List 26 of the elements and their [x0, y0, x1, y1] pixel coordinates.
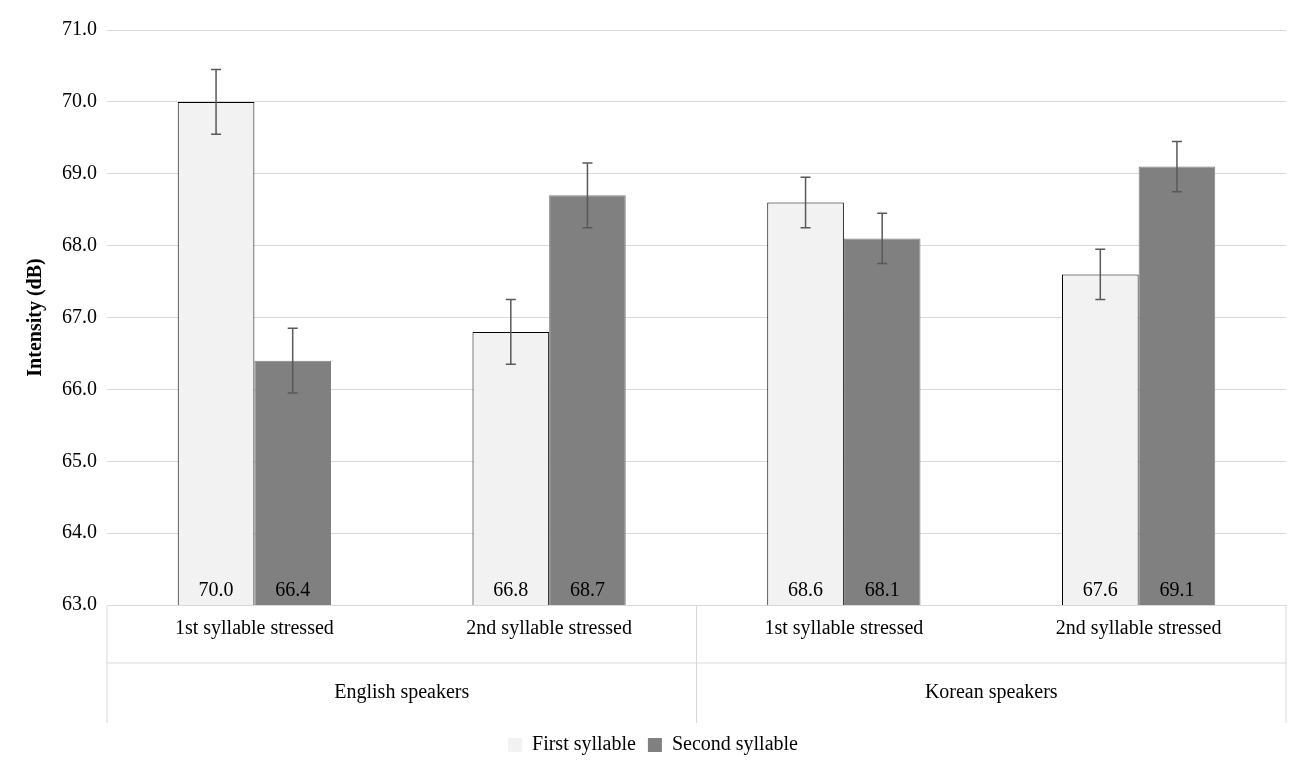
data-label: 69.1: [1159, 578, 1195, 601]
x-tick-label: 2nd syllable stressed: [1055, 616, 1222, 640]
y-tick-label: 70.0: [62, 89, 97, 112]
x-tick-label: 1st syllable stressed: [764, 616, 924, 640]
y-axis-title: Intensity (dB): [23, 258, 47, 377]
y-tick-label: 66.0: [62, 376, 97, 399]
data-label: 66.8: [493, 578, 529, 601]
y-tick-label: 69.0: [62, 161, 97, 183]
text: English speakers: [334, 680, 470, 704]
y-tick-label: 65.0: [62, 448, 97, 471]
legend-label: Second syllable: [671, 732, 799, 756]
y-tick-label: 71.0: [62, 17, 97, 40]
data-label: 68.7: [569, 578, 605, 601]
x-tick-label: 1st syllable stressed: [174, 616, 334, 640]
y-tick-label: 64.0: [62, 520, 97, 543]
text: Korean speakers: [924, 680, 1058, 704]
data-label: 67.6: [1082, 578, 1118, 601]
x-tick-label: 2nd syllable stressed: [466, 616, 632, 640]
y-tick-label: 63.0: [62, 592, 97, 615]
data-label: 68.1: [864, 578, 900, 601]
y-tick-label: 68.0: [62, 232, 97, 255]
data-label: 68.6: [788, 578, 824, 601]
y-tick-label: 67.0: [62, 304, 97, 327]
legend-label: First syllable: [532, 732, 637, 756]
data-label: 66.4: [275, 578, 311, 601]
data-label: 70.0: [198, 578, 234, 601]
